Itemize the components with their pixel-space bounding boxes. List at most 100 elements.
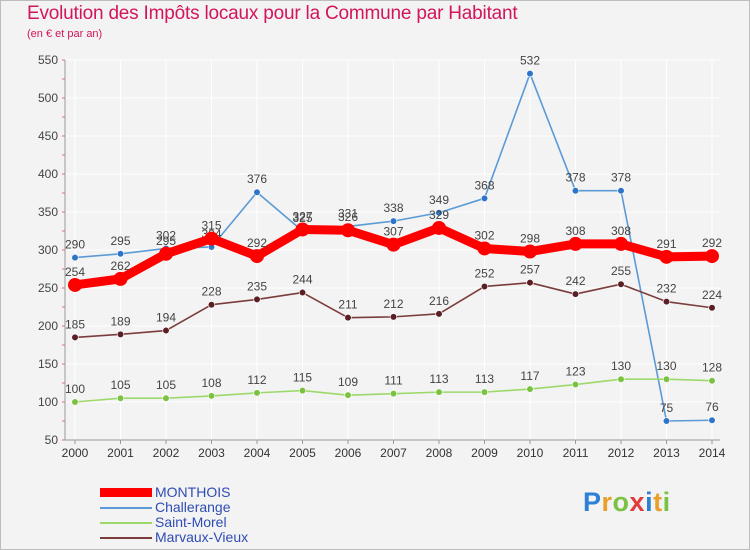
x-tick-label: 2013	[653, 446, 680, 460]
data-point-monthois	[295, 222, 310, 237]
logo-letter: P	[583, 487, 602, 517]
data-point-monthois	[113, 271, 128, 286]
data-point-monthois	[68, 277, 82, 292]
logo-letter: r	[601, 487, 613, 517]
data-point-monthois	[159, 246, 173, 261]
data-point-marvaux-vieux	[480, 282, 489, 291]
data-label-saint-morel: 109	[338, 375, 358, 389]
x-tick-label: 2001	[107, 446, 134, 460]
logo-letter: i	[645, 487, 654, 517]
legend-swatch	[100, 522, 152, 524]
data-point-saint-morel	[571, 380, 580, 389]
legend-label: Saint-Morel	[155, 514, 227, 530]
data-point-marvaux-vieux	[116, 330, 125, 338]
data-label-marvaux-vieux: 224	[702, 288, 722, 302]
data-label-challerange: 338	[383, 201, 403, 215]
logo-letter: x	[629, 487, 646, 517]
data-label-monthois: 307	[383, 225, 403, 239]
y-tick-label: 100	[38, 395, 58, 409]
data-point-saint-morel	[344, 391, 352, 399]
data-point-monthois	[341, 223, 355, 238]
data-point-saint-morel	[298, 387, 307, 395]
data-point-saint-morel	[708, 377, 716, 385]
data-label-saint-morel: 108	[201, 376, 221, 390]
data-point-challerange	[253, 188, 261, 196]
data-label-monthois: 292	[247, 236, 267, 250]
logo-letter: o	[612, 487, 630, 517]
data-point-saint-morel	[71, 398, 79, 406]
data-label-challerange: 368	[474, 178, 494, 192]
data-label-challerange: 378	[611, 171, 631, 185]
data-label-marvaux-vieux: 255	[611, 264, 631, 278]
data-label-challerange: 295	[110, 234, 130, 248]
data-point-saint-morel	[662, 375, 671, 383]
legend-label: Challerange	[155, 499, 231, 515]
data-label-monthois: 295	[156, 234, 176, 248]
data-label-marvaux-vieux: 232	[656, 282, 676, 296]
data-label-marvaux-vieux: 242	[565, 274, 585, 288]
data-point-saint-morel	[162, 394, 170, 402]
x-tick-label: 2000	[62, 446, 89, 460]
data-label-marvaux-vieux: 244	[292, 273, 312, 287]
legend-swatch	[100, 488, 152, 497]
data-label-challerange: 290	[65, 238, 85, 252]
data-point-monthois	[250, 249, 264, 264]
data-label-monthois: 315	[201, 219, 221, 233]
logo-letter: i	[662, 487, 671, 517]
data-label-monthois: 308	[565, 224, 585, 238]
chart-subtitle: (en € et par an)	[27, 28, 103, 40]
data-label-challerange: 378	[565, 171, 585, 185]
data-label-marvaux-vieux: 216	[429, 294, 449, 308]
data-label-saint-morel: 111	[384, 374, 403, 388]
data-point-saint-morel	[435, 388, 443, 396]
data-label-saint-morel: 117	[520, 369, 539, 383]
data-label-challerange: 376	[247, 172, 267, 186]
data-label-challerange: 331	[338, 206, 358, 220]
legend-label: MONTHOIS	[155, 484, 231, 500]
legend-label: Marvaux-Vieux	[155, 529, 249, 545]
data-point-saint-morel	[253, 389, 261, 397]
data-label-saint-morel: 100	[65, 382, 85, 396]
data-point-marvaux-vieux	[617, 280, 625, 288]
x-tick-label: 2005	[289, 446, 316, 460]
data-point-challerange	[617, 187, 625, 195]
data-point-marvaux-vieux	[162, 326, 170, 335]
y-tick-label: 350	[38, 205, 58, 219]
y-tick-label: 150	[38, 357, 58, 371]
data-label-challerange: 532	[520, 54, 540, 68]
data-label-monthois: 329	[429, 208, 449, 222]
x-tick-label: 2012	[608, 446, 635, 460]
data-label-saint-morel: 105	[110, 378, 130, 392]
data-label-saint-morel: 130	[656, 359, 676, 373]
data-point-challerange	[708, 416, 716, 424]
x-tick-label: 2008	[426, 446, 453, 460]
data-point-challerange	[389, 217, 398, 225]
data-point-monthois	[659, 249, 674, 264]
data-point-marvaux-vieux	[708, 304, 716, 312]
data-point-marvaux-vieux	[344, 314, 352, 322]
data-label-challerange: 325	[292, 211, 312, 225]
y-tick-label: 500	[38, 91, 58, 105]
data-point-marvaux-vieux	[571, 290, 580, 298]
data-point-marvaux-vieux	[526, 279, 534, 287]
data-point-monthois	[523, 244, 537, 259]
data-label-challerange: 75	[660, 401, 674, 415]
data-label-monthois: 308	[611, 224, 631, 238]
y-tick-label: 250	[38, 281, 58, 295]
data-point-challerange	[526, 70, 534, 78]
data-label-saint-morel: 105	[156, 378, 176, 392]
data-label-marvaux-vieux: 252	[474, 266, 494, 280]
x-tick-label: 2002	[153, 446, 180, 460]
data-label-marvaux-vieux: 185	[65, 317, 85, 331]
data-label-monthois: 292	[702, 236, 722, 250]
data-label-challerange: 349	[429, 193, 449, 207]
y-tick-label: 400	[38, 167, 58, 181]
data-point-saint-morel	[526, 385, 534, 393]
x-tick-label: 2003	[198, 446, 225, 460]
data-label-monthois: 302	[474, 228, 494, 242]
data-point-challerange	[571, 187, 580, 195]
data-label-marvaux-vieux: 212	[383, 297, 403, 311]
data-label-challerange: 302	[156, 228, 176, 242]
y-tick-label: 300	[38, 243, 58, 257]
